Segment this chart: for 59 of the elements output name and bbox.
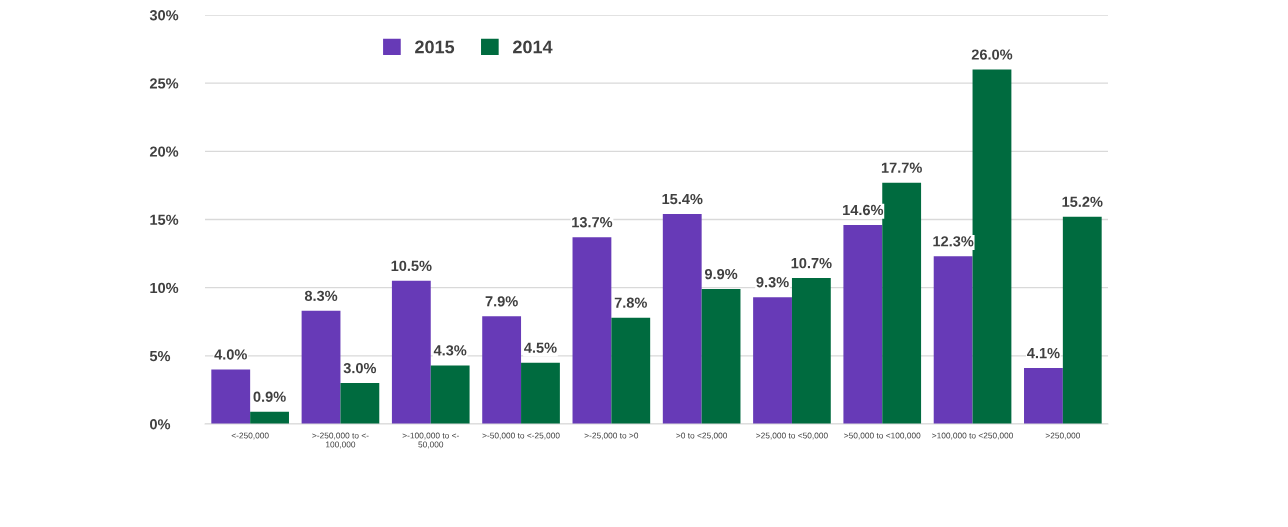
bar <box>482 316 522 424</box>
bar <box>301 310 341 424</box>
x-tick-label: >50,000 to <100,000 <box>844 432 921 440</box>
data-label: 9.9% <box>704 268 738 280</box>
bar <box>391 280 431 424</box>
bar <box>843 224 883 424</box>
bar <box>521 362 560 424</box>
bar <box>611 317 651 424</box>
data-label: 12.3% <box>933 236 974 247</box>
x-tick-label: >25,000 to <50,000 <box>756 432 828 440</box>
bar <box>430 365 470 424</box>
data-label: 4.1% <box>1027 347 1060 359</box>
data-label: 15.4% <box>662 193 703 205</box>
bar <box>933 256 973 424</box>
bar <box>882 182 922 424</box>
y-tick-label: 0% <box>150 419 171 430</box>
bar <box>340 383 380 424</box>
x-tick-label: >-250,000 to <- 100,000 <box>312 432 369 449</box>
bar <box>250 411 289 424</box>
bar <box>1062 216 1102 424</box>
data-label: 4.0% <box>214 349 247 360</box>
data-label: 10.7% <box>791 257 832 269</box>
data-label: 26.0% <box>971 49 1013 60</box>
y-tick-label: 5% <box>149 350 171 362</box>
bar <box>972 69 1012 424</box>
legend-label: 2015 <box>415 40 455 54</box>
data-label: 10.5% <box>391 260 432 272</box>
data-label: 7.9% <box>485 296 518 307</box>
x-tick-label: >-25,000 to >0 <box>584 432 639 440</box>
x-tick-label: >100,000 to <250,000 <box>932 432 1014 440</box>
bar <box>662 214 702 424</box>
y-tick-label: 20% <box>149 146 179 157</box>
x-tick-label: <-250,000 <box>231 432 269 440</box>
data-label: 17.7% <box>881 162 922 173</box>
data-label: 4.3% <box>433 345 467 356</box>
bar <box>211 369 251 424</box>
x-tick-label: >-50,000 to <-25,000 <box>482 432 560 440</box>
bar <box>753 297 792 424</box>
y-tick-label: 30% <box>149 10 179 21</box>
data-label: 8.3% <box>304 290 338 302</box>
data-label: 14.6% <box>843 204 884 216</box>
data-label: 15.2% <box>1062 196 1103 207</box>
bar <box>572 237 612 424</box>
x-tick-label: >0 to <25,000 <box>676 432 728 440</box>
data-label: 3.0% <box>343 362 377 374</box>
bar <box>791 278 831 424</box>
y-tick-label: 15% <box>150 214 179 225</box>
bar <box>1024 368 1063 424</box>
data-label: 0.9% <box>253 391 286 402</box>
data-label: 4.5% <box>524 342 557 353</box>
data-label: 7.8% <box>614 297 647 308</box>
x-tick-label: >-100,000 to <- 50,000 <box>402 432 459 449</box>
bar <box>701 289 741 424</box>
y-tick-label: 25% <box>149 78 179 89</box>
data-label: 9.3% <box>756 277 789 288</box>
data-label: 13.7% <box>572 217 613 228</box>
x-tick-label: >250,000 <box>1045 432 1081 440</box>
legend-label: 2014 <box>513 40 553 54</box>
y-tick-label: 10% <box>150 282 179 294</box>
